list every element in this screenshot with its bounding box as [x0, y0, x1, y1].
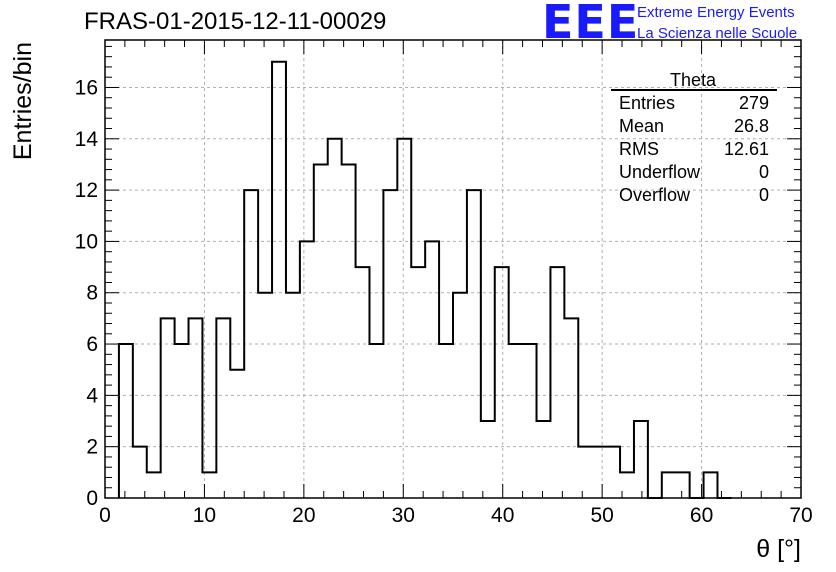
histogram-bin — [286, 293, 300, 498]
histogram-bin — [300, 241, 314, 498]
histogram-bin — [189, 318, 203, 498]
histogram-bin — [495, 267, 509, 498]
histogram-bin — [258, 293, 272, 498]
histogram-bin — [216, 318, 230, 498]
stats-label: Overflow — [619, 185, 691, 205]
organization-line-2: La Scienza nelle Scuole — [637, 25, 798, 42]
histogram-bin — [397, 139, 411, 498]
y-tick-label: 0 — [86, 487, 98, 510]
histogram-bin — [662, 472, 676, 498]
histogram-bin — [634, 421, 648, 498]
x-tick-label: 20 — [292, 504, 315, 527]
histogram-outline — [117, 60, 732, 499]
histogram-bin — [439, 344, 453, 498]
histogram-bin — [425, 241, 439, 498]
histogram-bin — [523, 344, 537, 498]
plot-frame — [104, 39, 802, 499]
histogram-bin — [550, 267, 564, 498]
y-tick-label: 6 — [86, 333, 98, 356]
organization-text: Extreme Energy Events La Scienza nelle S… — [637, 2, 797, 44]
stats-value: 0 — [759, 185, 769, 205]
histogram-bin — [230, 370, 244, 498]
x-tick-label: 30 — [392, 504, 415, 527]
stats-label: Underflow — [619, 162, 701, 182]
axes — [104, 39, 802, 499]
histogram-bin — [133, 447, 147, 498]
histogram-bin — [383, 190, 397, 498]
histogram-bin — [481, 421, 495, 498]
histogram-bin — [537, 421, 551, 498]
organization-line-1: Extreme Energy Events — [637, 4, 795, 21]
histogram-bin — [453, 293, 467, 498]
stats-box-rows: Entries 279 Mean 26.8 RMS 12.61 Underflow 0 Over… — [619, 93, 769, 205]
stats-label: Entries — [619, 93, 675, 113]
stats-box: Theta Entries 279 Mean 26.8 RMS 12.61 Underflo… — [611, 70, 777, 205]
tick-labels: 0 10 20 30 40 50 60 70 0 2 4 6 8 10 12 14 16 — [75, 76, 813, 527]
histogram-bin — [704, 472, 718, 498]
x-tick-label: 10 — [193, 504, 216, 527]
stats-label: RMS — [619, 139, 659, 159]
x-tick-label: 50 — [590, 504, 613, 527]
y-tick-label: 12 — [75, 179, 98, 202]
x-tick-label: 60 — [690, 504, 713, 527]
histogram-bin — [356, 267, 370, 498]
histogram-bin — [564, 318, 578, 498]
x-tick-label: 0 — [99, 504, 111, 527]
histogram-bin — [411, 267, 425, 498]
y-tick-label: 16 — [75, 76, 98, 99]
histogram-bin — [147, 472, 161, 498]
histogram-bin — [606, 447, 620, 498]
eee-logo: EEE — [542, 0, 640, 49]
y-tick-label: 8 — [86, 282, 98, 305]
histogram-bin — [592, 447, 606, 498]
stats-value: 0 — [759, 162, 769, 182]
stats-value: 12.61 — [724, 139, 769, 159]
stats-value: 26.8 — [734, 116, 769, 136]
stats-label: Mean — [619, 116, 664, 136]
y-tick-label: 4 — [86, 384, 98, 407]
histogram-bin — [314, 164, 328, 498]
y-tick-label: 14 — [75, 128, 99, 151]
histogram-bin — [509, 344, 523, 498]
y-axis-label: Entries/bin — [9, 42, 37, 160]
stats-box-title: Theta — [670, 70, 717, 90]
histogram-bin — [369, 344, 383, 498]
histogram-bin — [244, 190, 258, 498]
y-tick-label: 10 — [75, 230, 98, 253]
histogram-bin — [175, 344, 189, 498]
histogram-bin — [161, 318, 175, 498]
histogram-bin — [578, 447, 592, 498]
histogram-bin — [342, 164, 356, 498]
histogram-series — [117, 60, 732, 499]
stats-value: 279 — [739, 93, 769, 113]
x-tick-label: 70 — [789, 504, 812, 527]
histogram-bin — [328, 139, 342, 498]
x-axis-label: θ [°] — [756, 535, 801, 563]
y-tick-label: 2 — [86, 436, 98, 459]
chart-title: FRAS-01-2015-12-11-00029 — [84, 8, 387, 35]
histogram-bin — [467, 190, 481, 498]
histogram-bin — [119, 344, 133, 498]
histogram-bin — [272, 62, 286, 498]
histogram-bin — [676, 472, 690, 498]
x-tick-label: 40 — [491, 504, 514, 527]
